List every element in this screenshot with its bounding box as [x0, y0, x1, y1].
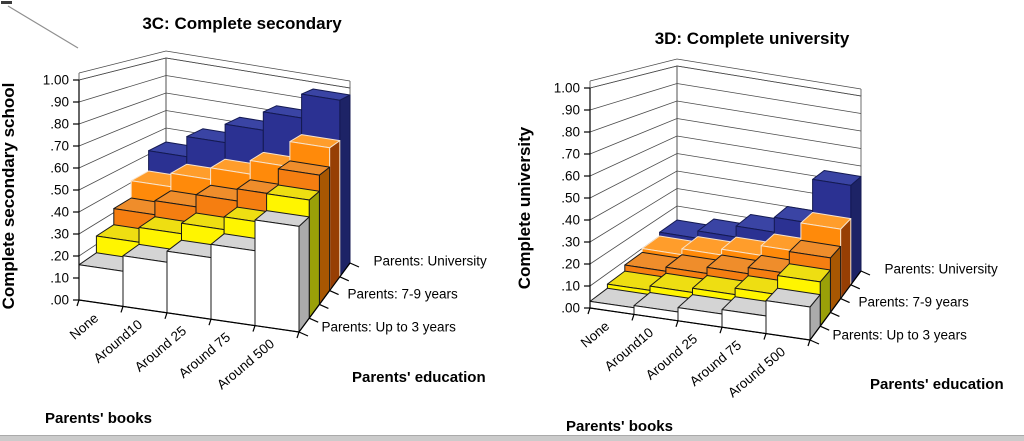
chart-title: 3C: Complete secondary: [142, 14, 342, 33]
category-tick-2: [164, 312, 168, 319]
x-axis: [589, 307, 811, 341]
category-tick-4: [252, 325, 256, 332]
depth-tick-1: [308, 317, 319, 323]
depth-tick-5: [349, 262, 360, 268]
gridline-70: [589, 118, 862, 155]
category-tick-0: [76, 299, 80, 307]
chart-3c-complete-secondary: 1.00.90.80.70.60.50.40.30.20.10.00NoneAr…: [0, 1, 488, 427]
y-tick-label-.90: .90: [50, 95, 69, 110]
bar-side-s0-c4: [298, 216, 310, 333]
y-tick-label-1.00: 1.00: [43, 73, 69, 88]
y-axis-title: Complete secondary school: [0, 83, 18, 310]
category-tick-5: [807, 339, 811, 347]
gridline-80: [589, 100, 862, 133]
gridline-100: [589, 65, 862, 97]
y-axis-title: Complete university: [515, 126, 534, 289]
depth-tick-3: [840, 298, 850, 304]
gridline-60: [589, 135, 862, 177]
depth-tick-5: [860, 270, 871, 276]
y-tick-label-.30: .30: [50, 227, 69, 242]
y-tick-label-.10: .10: [561, 279, 580, 294]
depth-tick-1: [819, 325, 830, 331]
x-axis-title: Parents' books: [566, 418, 673, 435]
y-tick-label-.60: .60: [50, 161, 69, 176]
series-label-4: Parents: University: [374, 253, 488, 268]
page-edge-strip: [0, 435, 1024, 441]
y-tick-label-.50: .50: [561, 191, 580, 206]
wall-top-edge: [78, 50, 351, 88]
depth-tick-4: [850, 284, 861, 290]
y-tick-label-.90: .90: [561, 103, 580, 118]
category-tick-3: [719, 327, 723, 334]
category-tick-1: [120, 306, 124, 313]
x-axis: [78, 299, 300, 333]
y-tick-label-1.00: 1.00: [554, 81, 580, 96]
bar-side-s4-c4: [339, 94, 351, 278]
y-tick-label-.20: .20: [50, 249, 69, 264]
gridline-90: [78, 75, 351, 106]
y-tick-label-.80: .80: [561, 125, 580, 140]
crop-artifact-line: [7, 5, 79, 49]
depth-tick-2: [319, 303, 329, 309]
y-tick-label-.10: .10: [50, 271, 69, 286]
y-tick-label-.20: .20: [561, 257, 580, 272]
bar-side-s4-c4: [850, 176, 862, 286]
y-tick-label-.30: .30: [561, 235, 580, 250]
series-label-2: Parents: 7-9 years: [348, 287, 459, 302]
crop-artifact-mark: [1, 1, 12, 4]
depth-axis-title: Parents' education: [352, 369, 486, 386]
y-tick-label-.60: .60: [561, 169, 580, 184]
category-tick-3: [208, 319, 212, 326]
gridline-90: [589, 83, 862, 114]
series-label-0: Parents: Up to 3 years: [833, 328, 968, 343]
gridline-50: [589, 153, 862, 199]
bar-side-s3-c4: [329, 140, 341, 292]
series-label-0: Parents: Up to 3 years: [322, 320, 457, 335]
chart-title: 3D: Complete university: [655, 29, 850, 48]
y-tick-label-.50: .50: [50, 183, 69, 198]
depth-tick-4: [339, 276, 350, 282]
y-tick-label-.00: .00: [50, 293, 69, 308]
y-tick-label-.70: .70: [50, 139, 69, 154]
category-tick-4: [763, 333, 767, 340]
bar-side-s2-c4: [318, 166, 331, 305]
category-tick-5: [296, 331, 300, 339]
series-label-4: Parents: University: [885, 261, 999, 276]
bar-front-s0-c1: [122, 255, 168, 314]
y-tick-label-.80: .80: [50, 117, 69, 132]
depth-axis: [298, 262, 351, 333]
bar-front-s0-c2: [166, 250, 212, 320]
bar-front-s0-c3: [210, 243, 256, 327]
gridline-40: [589, 170, 862, 221]
y-tick-label-.40: .40: [561, 213, 580, 228]
bar-front-s0-c4: [254, 219, 300, 333]
chart-3d-complete-university: 1.00.90.80.70.60.50.40.30.20.10.00NoneAr…: [515, 29, 1004, 435]
depth-tick-3: [329, 290, 339, 296]
gridline-100: [78, 57, 351, 89]
y-tick-label-.40: .40: [50, 205, 69, 220]
y-tick-label-.00: .00: [561, 301, 580, 316]
y-tick-label-.70: .70: [561, 147, 580, 162]
bar-front-s0-c0: [78, 264, 124, 307]
category-tick-1: [631, 314, 635, 321]
x-axis-title: Parents' books: [45, 410, 152, 427]
depth-tick-2: [830, 311, 840, 317]
depth-axis-title: Parents' education: [870, 376, 1004, 393]
wall-top-edge: [589, 58, 862, 96]
depth-tick-0: [298, 331, 309, 337]
depth-axis: [809, 270, 862, 341]
depth-tick-0: [809, 339, 820, 345]
category-tick-0: [587, 307, 591, 315]
bar-side-s1-c4: [308, 190, 320, 319]
category-label-0: None: [67, 310, 101, 342]
category-label-0: None: [578, 318, 612, 350]
category-tick-2: [675, 320, 679, 327]
series-label-2: Parents: 7-9 years: [859, 295, 970, 310]
